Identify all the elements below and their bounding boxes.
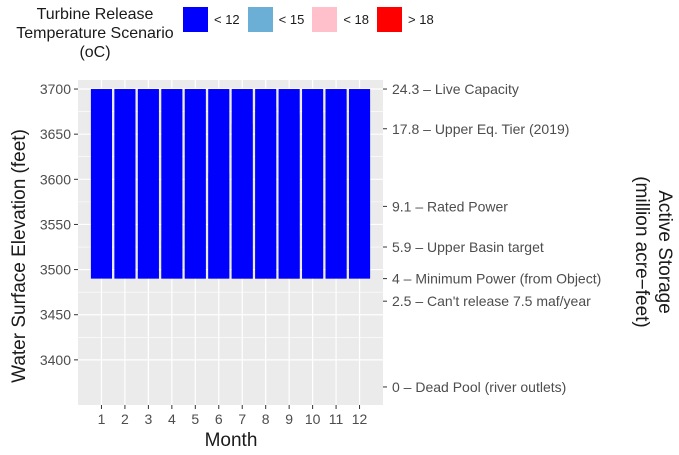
y-axis-label: Water Surface Elevation (feet)	[9, 129, 30, 383]
bar-segment	[184, 89, 206, 279]
y-tick-label: 3400	[40, 352, 71, 368]
y-tick-label: 3650	[40, 126, 71, 142]
x-tick-label: 5	[191, 411, 199, 427]
secondary-axis-label: (million acre−feet)	[631, 176, 652, 328]
bar-segment	[302, 89, 324, 279]
bar-segment	[161, 89, 183, 279]
secondary-tick-label: 24.3 – Live Capacity	[392, 81, 519, 97]
x-tick-label: 11	[329, 411, 344, 427]
x-axis: 1 2 3 4 5 6 7 8 9 10 11 12	[98, 405, 368, 427]
legend-swatch	[377, 6, 403, 32]
y-tick-label: 3700	[40, 81, 71, 97]
x-tick-label: 1	[98, 411, 106, 427]
legend-label: > 18	[408, 11, 434, 27]
x-tick-label: 3	[144, 411, 152, 427]
secondary-tick-label: 2.5 – Can't release 7.5 maf/year	[392, 293, 591, 309]
legend-title: Turbine Release Temperature Scenario (oC…	[0, 5, 190, 62]
bar-segment	[208, 89, 230, 279]
legend-title-line: Turbine Release	[36, 6, 154, 23]
legend-swatch	[183, 6, 208, 32]
legend-item-lt15: < 15	[247, 6, 305, 32]
legend-label: < 18	[343, 11, 370, 27]
x-tick-label: 4	[168, 411, 176, 427]
legend-title-line: (oC)	[79, 44, 111, 61]
secondary-tick-label: 9.1 – Rated Power	[392, 198, 508, 214]
bar-segment	[114, 89, 136, 279]
bar-segment	[278, 89, 300, 279]
y-tick-label: 3450	[40, 307, 71, 323]
secondary-tick-label: 4 – Minimum Power (from Object)	[392, 271, 601, 287]
secondary-axis-label: Active Storage	[654, 190, 675, 314]
bar-segment	[90, 89, 113, 279]
x-tick-label: 7	[238, 411, 246, 427]
bar-segment	[255, 89, 277, 279]
y-tick-label: 3500	[40, 262, 71, 278]
legend-label: < 15	[278, 11, 305, 27]
bar-segment	[137, 89, 159, 279]
y-tick-label: 3550	[40, 216, 71, 232]
x-axis-label: Month	[205, 430, 258, 451]
y-axis: 3400 3450 3500 3550 3600 3650 3700	[40, 81, 78, 368]
bars	[90, 89, 371, 279]
legend-item-gt18: > 18	[377, 6, 434, 32]
bar-segment	[231, 89, 253, 279]
legend-item-lt12: < 12	[183, 6, 240, 32]
y-tick-label: 3600	[40, 171, 71, 187]
legend: < 12 < 15 < 18 > 18	[183, 5, 442, 33]
legend-swatch	[247, 6, 273, 32]
secondary-tick-label: 17.8 – Upper Eq. Tier (2019)	[392, 121, 569, 137]
legend-title-line: Temperature Scenario	[16, 25, 174, 42]
x-tick-label: 2	[121, 411, 129, 427]
bar-segment	[348, 89, 371, 279]
bar-segment	[325, 89, 347, 279]
secondary-tick-label: 5.9 – Upper Basin target	[392, 239, 544, 255]
secondary-axis: 24.3 – Live Capacity 17.8 – Upper Eq. Tie…	[383, 81, 601, 395]
legend-label: < 12	[214, 11, 240, 27]
x-tick-label: 6	[215, 411, 223, 427]
legend-swatch	[312, 6, 338, 32]
secondary-tick-label: 0 – Dead Pool (river outlets)	[392, 379, 566, 395]
x-tick-label: 10	[305, 411, 321, 427]
x-tick-label: 8	[262, 411, 270, 427]
x-tick-label: 12	[352, 411, 368, 427]
legend-item-lt18: < 18	[312, 6, 370, 32]
x-tick-label: 9	[285, 411, 293, 427]
